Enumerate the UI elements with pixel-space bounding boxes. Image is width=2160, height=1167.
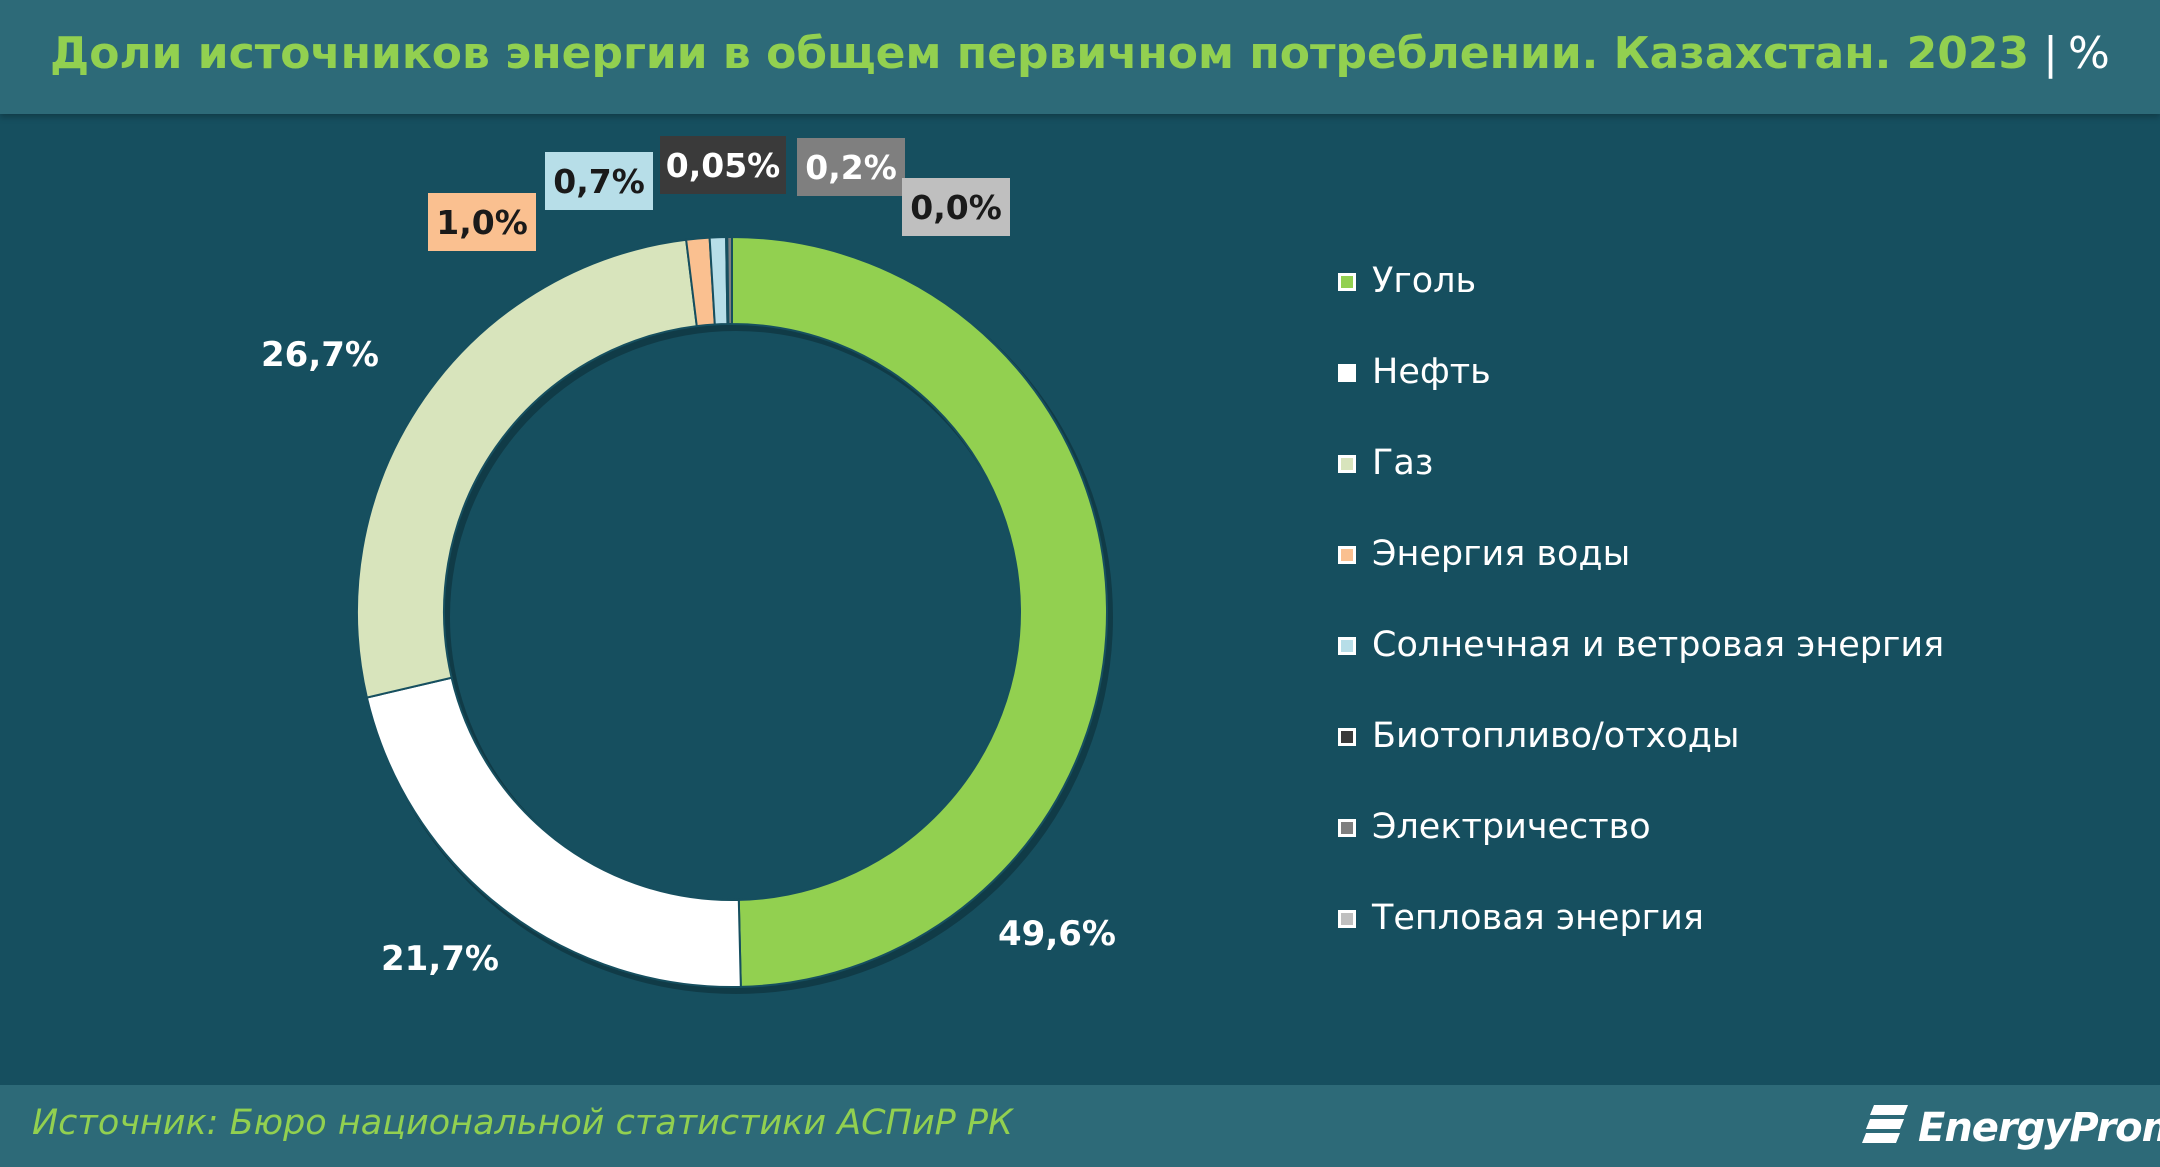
- data-label-box: [545, 152, 653, 210]
- legend-swatch: [1338, 273, 1356, 291]
- data-label-oil: 21,7%: [381, 939, 499, 979]
- title-unit: %: [2067, 28, 2110, 79]
- legend-swatch: [1338, 910, 1356, 928]
- data-label-biofuel: 0,05%: [660, 136, 786, 194]
- header-bar: Доли источников энергии в общем первично…: [0, 0, 2160, 114]
- donut-slice-coal: [731, 235, 1108, 988]
- brand-name: EnergyProm: [1918, 1105, 2160, 1151]
- source-note: Источник: Бюро национальной статистики А…: [32, 1103, 1013, 1143]
- data-label-text: 0,05%: [666, 146, 781, 185]
- legend-swatch: [1338, 364, 1356, 382]
- data-label-text: 0,0%: [910, 188, 1002, 227]
- legend-label: Тепловая энергия: [1372, 898, 1704, 938]
- legend-swatch: [1338, 455, 1356, 473]
- data-label-solar-wind: 0,7%: [545, 152, 653, 210]
- brand-logo: EnergyProm: [1860, 1097, 2160, 1157]
- data-label-heat: 0,0%: [902, 178, 1010, 236]
- data-label-text: 0,7%: [553, 162, 645, 201]
- data-label-box: [660, 136, 786, 194]
- legend-label: Уголь: [1372, 261, 1477, 301]
- title-text: Доли источников энергии в общем первично…: [50, 28, 2030, 79]
- data-label-box: [902, 178, 1010, 236]
- data-label-gas: 26,7%: [261, 335, 379, 375]
- data-label-hydro: 1,0%: [428, 193, 536, 251]
- legend-label: Солнечная и ветровая энергия: [1372, 625, 1945, 665]
- chart-title: Доли источников энергии в общем первично…: [50, 28, 2110, 79]
- legend-label: Энергия воды: [1372, 534, 1631, 574]
- legend-swatch: [1338, 637, 1356, 655]
- data-label-coal: 49,6%: [998, 914, 1116, 954]
- legend-swatch: [1338, 819, 1356, 837]
- donut-slice-electricity: [726, 235, 733, 326]
- data-label-text: 0,2%: [805, 148, 897, 187]
- legend-label: Нефть: [1372, 352, 1491, 392]
- donut-slice-gas: [356, 238, 698, 699]
- legend-label: Электричество: [1372, 807, 1651, 847]
- data-label-text: 1,0%: [436, 203, 528, 242]
- title-separator: |: [2043, 28, 2058, 79]
- footer-bar: Источник: Бюро национальной статистики А…: [0, 1085, 2160, 1167]
- data-label-box: [797, 138, 905, 196]
- data-label-box: [428, 193, 536, 251]
- donut-chart: 49,6% 21,7% 26,7% 1,0% 0,7% 0,05% 0,2% 0,0%: [261, 136, 1116, 994]
- energyprom-logo-icon: [1862, 1105, 1908, 1143]
- legend-swatch: [1338, 546, 1356, 564]
- legend-swatch: [1338, 728, 1356, 746]
- legend-label: Биотопливо/отходы: [1372, 716, 1740, 756]
- legend-label: Газ: [1372, 443, 1434, 483]
- data-label-electricity: 0,2%: [797, 138, 905, 196]
